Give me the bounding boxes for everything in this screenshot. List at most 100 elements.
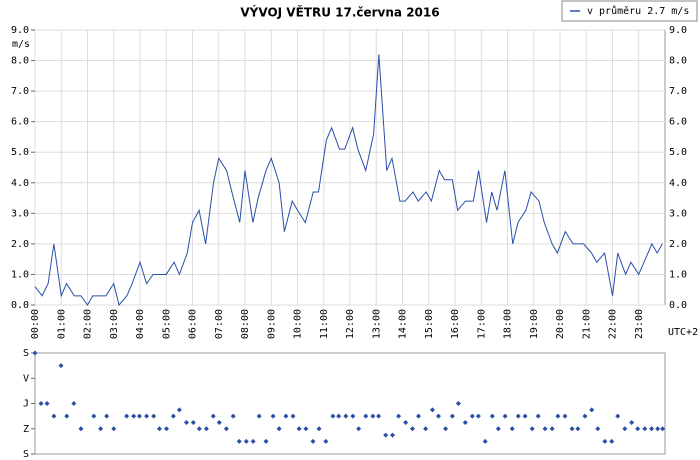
x-tick-label: 06:00: [188, 309, 199, 339]
marker: [176, 407, 182, 413]
x-tick-label: 05:00: [161, 309, 172, 339]
y-tick-label: 2.0: [11, 239, 29, 250]
x-tick-label: 08:00: [240, 309, 251, 339]
marker: [124, 413, 130, 419]
marker: [263, 438, 269, 444]
x-tick-label: 16:00: [450, 309, 461, 339]
marker: [495, 426, 501, 432]
y-tick-label: 9.0: [11, 25, 29, 36]
marker: [223, 426, 229, 432]
marker: [51, 413, 57, 419]
marker: [429, 407, 435, 413]
x-tick-label: 18:00: [503, 309, 514, 339]
marker: [256, 413, 262, 419]
marker: [609, 438, 615, 444]
marker: [515, 413, 521, 419]
marker: [635, 426, 641, 432]
marker: [462, 419, 468, 425]
y-tick-label: J: [23, 399, 29, 410]
y-tick-label: 1.0: [11, 269, 29, 280]
marker: [270, 413, 276, 419]
x-tick-label: 20:00: [555, 309, 566, 339]
marker: [535, 413, 541, 419]
y-tick-label-right: 3.0: [669, 208, 687, 219]
marker: [615, 413, 621, 419]
marker: [629, 419, 635, 425]
marker: [589, 407, 595, 413]
y-tick-label-right: 8.0: [669, 56, 687, 67]
marker: [642, 426, 648, 432]
y-tick-label-right: 2.0: [669, 239, 687, 250]
y-tick-label: 5.0: [11, 147, 29, 158]
x-tick-label: 09:00: [266, 309, 277, 339]
x-tick-label: 03:00: [109, 309, 120, 339]
marker: [502, 413, 508, 419]
y-axis-label: m/s: [12, 39, 30, 50]
marker: [582, 413, 588, 419]
marker: [509, 426, 515, 432]
x-tick-label: 04:00: [135, 309, 146, 339]
marker: [396, 413, 402, 419]
marker: [363, 413, 369, 419]
marker: [376, 413, 382, 419]
marker: [383, 432, 389, 438]
y-tick-label: 6.0: [11, 117, 29, 128]
marker: [144, 413, 150, 419]
marker: [58, 363, 64, 369]
marker: [203, 426, 209, 432]
marker: [296, 426, 302, 432]
marker: [71, 401, 77, 406]
marker: [111, 426, 117, 432]
x-tick-label: 01:00: [56, 309, 67, 339]
marker: [542, 426, 548, 432]
marker: [196, 426, 202, 432]
marker: [64, 413, 70, 419]
x-tick-label: 17:00: [476, 309, 487, 339]
marker: [156, 426, 162, 432]
y-tick-label: 7.0: [11, 86, 29, 97]
marker: [522, 413, 528, 419]
marker: [475, 413, 481, 419]
marker: [283, 413, 289, 419]
marker: [230, 413, 236, 419]
y-tick-label-right: 6.0: [669, 117, 687, 128]
marker: [32, 350, 38, 356]
marker: [170, 413, 176, 419]
x-tick-label: 19:00: [529, 309, 540, 339]
marker: [104, 413, 110, 419]
x-tick-label: 15:00: [424, 309, 435, 339]
marker: [482, 438, 488, 444]
marker: [151, 413, 157, 419]
marker: [44, 401, 50, 406]
marker: [330, 413, 336, 419]
marker: [250, 438, 256, 444]
marker: [549, 426, 555, 432]
y-tick-label: Z: [23, 424, 29, 435]
marker: [595, 426, 601, 432]
marker: [602, 438, 608, 444]
x-tick-label: 21:00: [581, 309, 592, 339]
marker: [323, 438, 329, 444]
y-tick-label-right: 4.0: [669, 178, 687, 189]
marker: [78, 426, 84, 432]
legend-box: [561, 0, 698, 22]
marker: [316, 426, 322, 432]
marker: [350, 413, 356, 419]
marker: [660, 426, 666, 432]
marker: [370, 413, 376, 419]
y-tick-label: S: [23, 449, 29, 460]
marker: [655, 426, 661, 432]
y-tick-label: 8.0: [11, 56, 29, 67]
y-tick-label-right: 0.0: [669, 300, 687, 311]
x-axis-label: UTC+2: [668, 327, 698, 338]
marker: [489, 413, 495, 419]
marker: [575, 426, 581, 432]
y-tick-label-right: 5.0: [669, 147, 687, 158]
marker: [136, 413, 142, 419]
marker: [336, 413, 342, 419]
x-tick-label: 07:00: [214, 309, 225, 339]
x-tick-label: 14:00: [398, 309, 409, 339]
marker: [190, 419, 196, 425]
legend-label: v průměru 2.7 m/s: [587, 5, 689, 17]
marker: [390, 432, 396, 438]
